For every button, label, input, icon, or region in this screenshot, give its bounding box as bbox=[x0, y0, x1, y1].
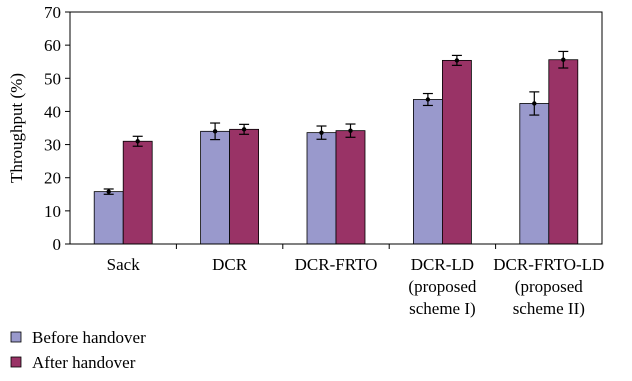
error-bars bbox=[103, 50, 569, 195]
y-tick-label: 0 bbox=[53, 235, 62, 254]
error-bar bbox=[210, 122, 221, 141]
bar-after-handover bbox=[122, 140, 153, 245]
error-bar bbox=[422, 92, 433, 107]
x-axis-category-labels: Sack DCR DCR-FRTO DCR-LD (proposed scheme I) D… bbox=[107, 255, 605, 318]
bar-before-handover bbox=[200, 130, 231, 245]
legend: Before handover After handover bbox=[10, 328, 146, 372]
bar-after-handover bbox=[548, 59, 579, 245]
x-category-label: DCR-FRTO-LD (proposed scheme II) bbox=[493, 255, 604, 318]
y-tick-label: 20 bbox=[44, 169, 61, 188]
bar-before-handover bbox=[306, 132, 337, 245]
error-bar bbox=[558, 50, 569, 69]
x-category-label: DCR bbox=[212, 255, 248, 274]
error-bar bbox=[451, 54, 462, 66]
error-bar bbox=[529, 91, 540, 116]
y-tick-label: 60 bbox=[44, 36, 61, 55]
bar-before-handover bbox=[519, 103, 550, 245]
x-category-label: Sack bbox=[107, 255, 141, 274]
plot-frame bbox=[69, 11, 603, 245]
error-bar bbox=[316, 125, 327, 140]
bar-after-handover bbox=[229, 128, 260, 245]
bar-after-handover bbox=[441, 59, 472, 245]
bar-before-handover bbox=[93, 191, 124, 245]
y-tick-label: 30 bbox=[44, 136, 61, 155]
y-tick-label: 70 bbox=[44, 3, 61, 22]
error-bar bbox=[132, 135, 143, 147]
legend-label: Before handover bbox=[32, 328, 146, 347]
legend-swatch bbox=[10, 356, 22, 368]
error-bar bbox=[103, 188, 114, 195]
y-axis-title: Throughput (%) bbox=[7, 73, 26, 183]
y-tick-label: 50 bbox=[44, 69, 61, 88]
bar-after-handover bbox=[335, 130, 366, 245]
legend-swatch bbox=[10, 331, 22, 343]
error-bar bbox=[345, 123, 356, 138]
bars bbox=[93, 59, 579, 245]
x-category-label: DCR-LD (proposed scheme I) bbox=[408, 255, 476, 318]
bar-before-handover bbox=[412, 99, 443, 245]
x-category-label: DCR-FRTO bbox=[295, 255, 378, 274]
y-axis-ticks: 0 10 20 30 40 50 60 70 bbox=[44, 3, 70, 254]
y-tick-label: 40 bbox=[44, 102, 61, 121]
error-bar bbox=[239, 123, 250, 135]
y-tick-label: 10 bbox=[44, 202, 61, 221]
axes bbox=[69, 11, 603, 249]
legend-label: After handover bbox=[32, 353, 136, 372]
